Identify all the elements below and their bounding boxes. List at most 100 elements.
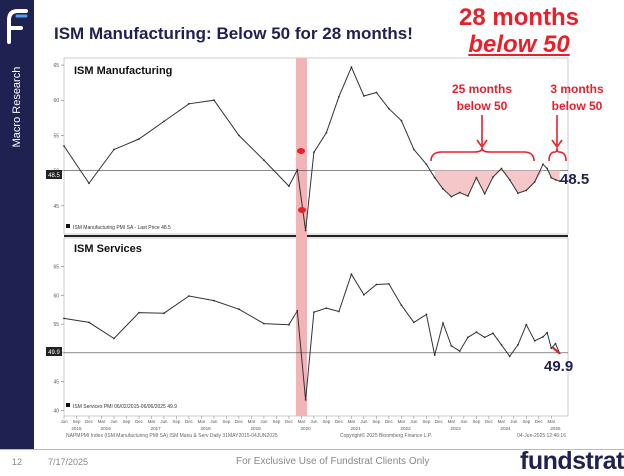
x-month-label: Mar bbox=[248, 419, 256, 424]
mfg-data-point bbox=[525, 189, 528, 192]
mfg-data-point bbox=[413, 148, 415, 151]
x-month-label: Dec bbox=[235, 419, 244, 424]
svc-y-tick-label: 55 bbox=[53, 322, 59, 328]
svc-data-point bbox=[525, 323, 528, 326]
svc-data-point bbox=[546, 331, 549, 334]
annotation-arrows bbox=[476, 115, 563, 149]
x-month-label: Jun bbox=[460, 419, 468, 424]
svc-data-point bbox=[263, 322, 265, 325]
headline: 28 months below 50 bbox=[424, 4, 614, 58]
x-month-label: Mar bbox=[148, 419, 156, 424]
mfg-series-title: ISM Manufacturing bbox=[74, 65, 172, 77]
mfg-data-point bbox=[163, 120, 165, 123]
footer-date: 7/17/2025 bbox=[48, 457, 89, 467]
svc-y-tick-label: 65 bbox=[53, 265, 59, 271]
x-month-label: Sep bbox=[323, 419, 331, 424]
svc-y-tick-label: 60 bbox=[53, 293, 59, 299]
svc-data-point bbox=[475, 331, 478, 334]
x-month-label: Mar bbox=[98, 419, 106, 424]
mfg-data-point bbox=[238, 134, 240, 137]
svc-y-ticks: 404550556065 bbox=[53, 265, 64, 414]
mfg-last-value-tag: 48.5 bbox=[46, 170, 62, 179]
mfg-data-point bbox=[500, 167, 503, 170]
svc-y-tick-label: 45 bbox=[53, 380, 59, 386]
x-month-label: Jun bbox=[510, 419, 518, 424]
x-month-label: Jun bbox=[310, 419, 318, 424]
mfg-data-point bbox=[458, 191, 461, 194]
mfg-legend: ISM Manufacturing PMI SA - Last Price 48… bbox=[73, 225, 171, 231]
footer-divider bbox=[0, 449, 624, 450]
sidebar: Macro Research bbox=[0, 0, 34, 449]
svc-data-point bbox=[433, 354, 436, 356]
svc-data-point bbox=[500, 343, 503, 346]
mfg-data-point bbox=[546, 167, 549, 170]
x-month-label: Jun bbox=[410, 419, 418, 424]
mfg-data-point bbox=[325, 131, 328, 134]
mfg-below-50-area bbox=[434, 170, 560, 197]
mfg-legend-swatch bbox=[66, 224, 70, 228]
page-title: ISM Manufacturing: Below 50 for 28 month… bbox=[54, 24, 413, 43]
mfg-data-point bbox=[350, 66, 353, 69]
svc-data-point bbox=[88, 321, 90, 324]
x-month-label: Dec bbox=[285, 419, 294, 424]
mfg-y-tick-label: 60 bbox=[53, 98, 59, 104]
x-month-label: Jun bbox=[260, 419, 268, 424]
svc-legend: ISM Services PMI 06/02/2015-06/06/2025 4… bbox=[73, 404, 177, 410]
svc-data-point bbox=[63, 317, 65, 320]
x-year-label: 2024 bbox=[500, 426, 511, 431]
x-month-label: Sep bbox=[422, 419, 430, 424]
svc-y-tick-label: 40 bbox=[53, 408, 59, 414]
svc-data-point bbox=[338, 310, 340, 313]
x-month-label: Mar bbox=[198, 419, 206, 424]
svc-recent-decline-highlight bbox=[551, 346, 561, 355]
svc-data-point bbox=[138, 311, 140, 314]
svc-data-point bbox=[113, 337, 115, 340]
services-panel bbox=[63, 237, 569, 417]
mfg-data-point bbox=[450, 195, 453, 198]
x-month-label: Dec bbox=[485, 419, 494, 424]
mfg-data-point bbox=[304, 229, 307, 232]
mfg-data-point bbox=[542, 163, 544, 166]
svc-data-point bbox=[425, 313, 428, 316]
x-month-label: Jun bbox=[360, 419, 368, 424]
x-year-label: 2017 bbox=[151, 426, 162, 431]
x-month-label: Sep bbox=[123, 419, 131, 424]
x-month-label: Dec bbox=[335, 419, 344, 424]
mfg-data-point bbox=[63, 145, 65, 147]
mfg-data-point bbox=[288, 185, 290, 188]
headline-line2: below 50 bbox=[468, 31, 570, 58]
footer-disclaimer: For Exclusive Use of Fundstrat Clients O… bbox=[236, 456, 430, 467]
x-year-label: 2015 bbox=[71, 426, 82, 431]
fundstrat-logo-icon bbox=[7, 9, 28, 44]
svc-data-point bbox=[213, 299, 215, 302]
x-month-label: Mar bbox=[548, 419, 556, 424]
annotation-3-months-line2: below 50 bbox=[552, 99, 603, 113]
x-month-label: Sep bbox=[273, 419, 281, 424]
mfg-data-point bbox=[113, 148, 115, 151]
mfg-data-point bbox=[425, 163, 428, 166]
svc-last-value-tag: 49.9 bbox=[46, 347, 62, 356]
svc-legend-swatch bbox=[66, 403, 70, 407]
svc-data-point bbox=[450, 345, 453, 347]
x-year-label: 2025 bbox=[550, 426, 561, 431]
mfg-data-point bbox=[213, 99, 215, 102]
svc-data-point bbox=[325, 307, 328, 309]
mfg-data-point bbox=[338, 95, 340, 98]
mfg-y-tick-label: 45 bbox=[53, 204, 59, 210]
mfg-data-point bbox=[363, 95, 365, 97]
x-month-label: Sep bbox=[223, 419, 231, 424]
svc-last-value-callout: 49.9 bbox=[544, 358, 573, 375]
svc-data-point bbox=[313, 311, 315, 313]
bloomberg-date-stamp: 04-Jun-2025 12:46:16 bbox=[517, 433, 566, 439]
brand-logo: fundstrat bbox=[520, 447, 624, 475]
covid-marker-bottom bbox=[298, 207, 306, 213]
mfg-data-point bbox=[138, 138, 140, 140]
mfg-data-point bbox=[388, 107, 390, 110]
x-month-label: Dec bbox=[135, 419, 144, 424]
mfg-data-point bbox=[508, 178, 511, 181]
mfg-data-point bbox=[550, 176, 553, 179]
svc-data-point bbox=[375, 283, 378, 286]
x-month-label: Jun bbox=[160, 419, 168, 424]
mfg-data-point bbox=[263, 159, 265, 162]
svc-data-point bbox=[163, 312, 165, 315]
